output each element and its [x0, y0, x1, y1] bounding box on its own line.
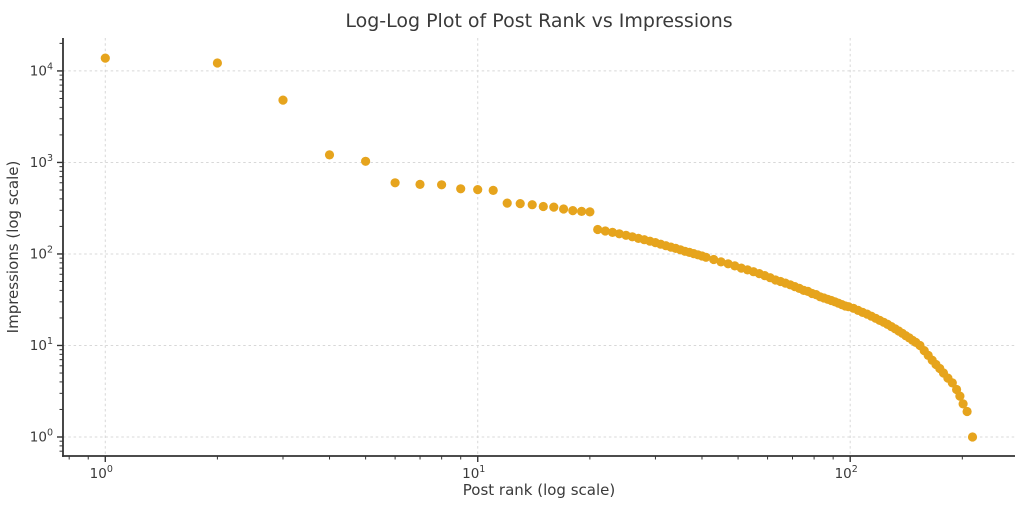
data-point	[709, 254, 719, 265]
data-point	[100, 53, 110, 63]
data-point	[415, 179, 425, 189]
x-axis-label: Post rank (log scale)	[463, 481, 615, 499]
y-tick-label: 102	[30, 244, 53, 262]
data-point	[437, 180, 447, 190]
data-point	[278, 95, 288, 105]
scatter-points	[100, 53, 978, 442]
x-tick-label: 102	[835, 464, 858, 482]
y-tick-label: 101	[30, 336, 53, 354]
data-point	[473, 185, 483, 195]
axes	[57, 38, 1015, 462]
data-point	[515, 199, 525, 209]
data-point	[212, 58, 222, 68]
y-tick-label: 104	[30, 61, 53, 79]
data-point	[488, 185, 498, 195]
data-point	[559, 204, 569, 214]
data-point	[716, 257, 726, 267]
data-point	[962, 406, 972, 417]
data-point	[538, 201, 548, 212]
data-point	[390, 178, 400, 188]
data-point	[947, 378, 957, 388]
data-point	[568, 206, 578, 216]
x-tick-label: 100	[90, 464, 113, 482]
y-tick-label: 100	[30, 428, 53, 446]
data-point	[502, 198, 512, 208]
tick-labels: 100 101 102 100 101 102 103 104	[30, 61, 858, 482]
data-point	[361, 156, 371, 166]
data-point	[456, 184, 466, 194]
y-axis-label: Impressions (log scale)	[4, 161, 22, 334]
data-point	[958, 399, 968, 409]
gridlines	[63, 38, 1015, 456]
y-tick-label: 103	[30, 153, 53, 171]
data-point	[585, 207, 595, 217]
data-point	[967, 432, 978, 442]
data-point	[549, 202, 559, 212]
data-point	[324, 150, 335, 160]
chart-title: Log-Log Plot of Post Rank vs Impressions	[345, 10, 732, 32]
data-point	[593, 224, 603, 235]
data-point	[527, 200, 537, 210]
data-point	[577, 206, 587, 216]
data-point	[701, 252, 711, 262]
data-point	[955, 391, 965, 401]
data-point	[600, 226, 610, 236]
x-tick-label: 101	[462, 464, 485, 482]
